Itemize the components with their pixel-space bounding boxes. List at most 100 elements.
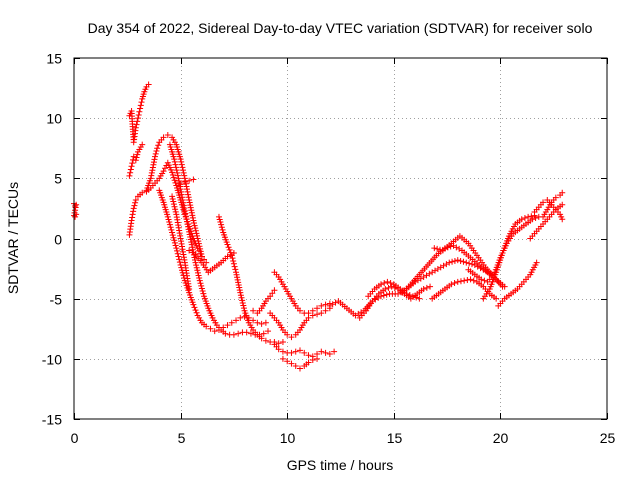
- y-tick-label: -10: [42, 352, 62, 368]
- data-point: [228, 252, 235, 259]
- data-point-interp: [165, 216, 172, 223]
- data-point: [467, 276, 474, 283]
- data-point-interp: [136, 108, 143, 115]
- data-point-interp: [198, 285, 205, 292]
- data-point: [322, 349, 329, 356]
- data-point-interp: [239, 297, 246, 304]
- data-point-interp: [168, 226, 175, 233]
- data-points: [71, 81, 566, 372]
- data-point-interp: [172, 161, 179, 168]
- data-point: [305, 352, 312, 359]
- data-point-interp: [197, 280, 204, 287]
- data-point: [271, 287, 278, 294]
- data-point-interp: [240, 302, 247, 309]
- grid: [74, 58, 607, 419]
- data-point-interp: [129, 211, 136, 218]
- data-point: [284, 358, 291, 365]
- data-point: [525, 213, 532, 220]
- data-point-interp: [174, 247, 181, 254]
- data-point-interp: [216, 216, 223, 223]
- data-point: [378, 281, 385, 288]
- data-point: [164, 213, 171, 220]
- data-point: [169, 193, 176, 200]
- data-point-interp: [449, 258, 456, 265]
- data-point-interp: [161, 165, 168, 172]
- data-point: [260, 330, 267, 337]
- data-point-interp: [191, 220, 198, 227]
- data-point-interp: [198, 250, 205, 257]
- data-point: [134, 115, 141, 122]
- x-axis-label: GPS time / hours: [287, 457, 394, 473]
- data-point-interp: [269, 290, 276, 297]
- x-tick-label: 10: [280, 430, 296, 446]
- data-point-interp: [184, 188, 191, 195]
- data-point-interp: [138, 99, 145, 106]
- data-point: [322, 301, 329, 308]
- data-point-interp: [235, 281, 242, 288]
- data-point: [518, 216, 525, 223]
- data-point-interp: [387, 280, 394, 287]
- data-point: [186, 247, 193, 254]
- data-point-interp: [176, 178, 183, 185]
- data-point: [499, 283, 506, 290]
- data-point: [243, 329, 250, 336]
- data-point-interp: [238, 294, 245, 301]
- data-point: [164, 132, 171, 139]
- data-point: [175, 175, 182, 182]
- data-point: [478, 276, 485, 283]
- data-point: [186, 196, 193, 203]
- data-point: [173, 245, 180, 252]
- data-point-interp: [180, 169, 187, 176]
- data-point-interp: [196, 243, 203, 250]
- data-point-interp: [194, 267, 201, 274]
- data-point: [384, 278, 391, 285]
- data-point: [448, 281, 455, 288]
- data-point-interp: [185, 226, 192, 233]
- data-point: [132, 157, 139, 164]
- data-point-interp: [149, 164, 156, 171]
- data-point: [190, 176, 197, 183]
- data-point: [196, 277, 203, 284]
- data-point-interp: [195, 238, 202, 245]
- data-point-interp: [174, 250, 181, 257]
- data-point: [326, 351, 333, 358]
- data-point-interp: [234, 276, 241, 283]
- x-tick-label: 15: [387, 430, 403, 446]
- data-point: [190, 217, 197, 224]
- data-point: [177, 181, 184, 188]
- data-point-interp: [200, 290, 207, 297]
- data-point: [230, 331, 237, 338]
- data-point-interp: [234, 274, 241, 281]
- data-point: [292, 363, 299, 370]
- x-tick-label: 20: [493, 430, 509, 446]
- data-point-interp: [385, 284, 392, 291]
- data-point-interp: [181, 205, 188, 212]
- data-point: [250, 317, 257, 324]
- data-point-interp: [182, 213, 189, 220]
- data-point-interp: [132, 199, 139, 206]
- y-tick-label: 10: [46, 111, 62, 127]
- data-point-interp: [231, 263, 238, 270]
- data-point-interp: [179, 194, 186, 201]
- data-point-interp: [174, 172, 181, 179]
- data-point-interp: [193, 309, 200, 316]
- data-point-interp: [171, 203, 178, 210]
- data-point-interp: [185, 223, 192, 230]
- data-point-interp: [72, 207, 79, 214]
- data-point: [130, 153, 137, 160]
- data-point: [224, 241, 231, 248]
- data-point-interp: [187, 202, 194, 209]
- data-point-interp: [451, 280, 458, 287]
- data-point-interp: [189, 244, 196, 251]
- data-point: [265, 328, 272, 335]
- chart-title: Day 354 of 2022, Sidereal Day-to-day VTE…: [88, 20, 593, 36]
- data-point-interp: [71, 209, 78, 216]
- data-point: [211, 328, 218, 335]
- data-point-interp: [180, 167, 187, 174]
- data-point: [160, 168, 167, 175]
- y-tick-label: 15: [46, 51, 62, 67]
- data-point-interp: [521, 215, 528, 222]
- data-point: [192, 259, 199, 266]
- data-point-interp: [181, 172, 188, 179]
